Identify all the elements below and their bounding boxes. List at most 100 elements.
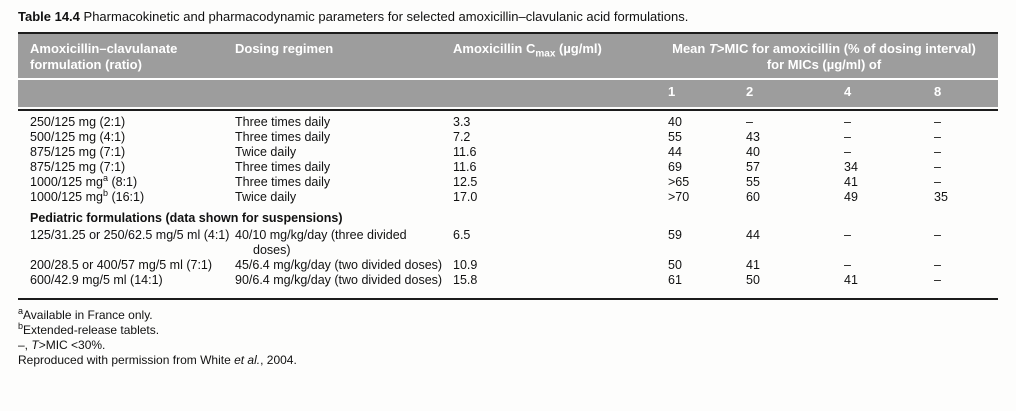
cell-mic8: – [934, 145, 941, 159]
cell-cmax: 6.5 [453, 228, 471, 242]
cell-formulation: 600/42.9 mg/5 ml (14:1) [30, 273, 163, 287]
cell-mic1: 50 [668, 258, 682, 272]
cell-mic2: 41 [746, 258, 760, 272]
cell-formulation: 1000/125 mgb (16:1) [30, 187, 145, 204]
column-header-tmic-group: Mean T>MIC for amoxicillin (% of dosing … [650, 34, 998, 78]
cell-mic1: 59 [668, 228, 682, 242]
cell-mic1: 69 [668, 160, 682, 174]
cmax-label-pre: Amoxicillin C [453, 41, 536, 56]
cell-mic2: 60 [746, 190, 760, 204]
table-row: 600/42.9 mg/5 ml (14:1) 90/6.4 mg/kg/day… [18, 273, 998, 288]
cell-dosing: 90/6.4 mg/kg/day (two divided doses) [235, 273, 443, 287]
cell-mic8: – [934, 175, 941, 189]
footnote-source: Reproduced with permission from White et… [18, 353, 297, 367]
cell-mic1: >70 [668, 190, 690, 204]
cell-mic2: 57 [746, 160, 760, 174]
cell-mic1: 40 [668, 115, 682, 129]
cell-formulation: 200/28.5 or 400/57 mg/5 ml (7:1) [30, 258, 213, 272]
empty-header-cell [18, 80, 235, 107]
cell-mic8: – [934, 228, 941, 242]
cell-dosing: 40/10 mg/kg/day (three divided doses) [235, 228, 407, 257]
cell-mic1: >65 [668, 175, 690, 189]
cell-dosing: Three times daily [235, 175, 331, 189]
cell-mic2: 44 [746, 228, 760, 242]
tmic-italic-T: T [708, 41, 717, 56]
cmax-label-post: (µg/ml) [555, 41, 602, 56]
table-row: 1000/125 mga (8:1) Three times daily 12.… [18, 172, 998, 190]
cell-formulation: 1000/125 mga (8:1) [30, 172, 138, 189]
mic-subcolumn-header-4: 4 [844, 84, 852, 99]
table-row: 500/125 mg (4:1) Three times daily 7.2 5… [18, 130, 998, 145]
cell-cmax: 11.6 [453, 145, 477, 159]
mic-subcolumn-header-2: 2 [746, 84, 754, 99]
cell-dosing: Twice daily [235, 190, 297, 204]
cell-mic2: – [746, 115, 753, 129]
cell-dosing: 45/6.4 mg/kg/day (two divided doses) [235, 258, 443, 272]
table-number: Table 14.4 [18, 9, 80, 24]
table-bottom-rule [18, 298, 998, 300]
cell-dosing: Twice daily [235, 145, 297, 159]
table-row: 250/125 mg (2:1) Three times daily 3.3 4… [18, 115, 998, 130]
table-body: 250/125 mg (2:1) Three times daily 3.3 4… [18, 111, 998, 293]
cell-mic8: – [934, 115, 941, 129]
header-separator-line [18, 78, 998, 80]
table-header-main-row: Amoxicillin–clavulanate formulation (rat… [18, 34, 998, 78]
cell-mic8: – [934, 160, 941, 174]
cell-formulation: 125/31.25 or 250/62.5 mg/5 ml (4:1) [30, 228, 230, 242]
cell-mic1: 44 [668, 145, 682, 159]
cell-mic2: 55 [746, 175, 760, 189]
cell-formulation: 500/125 mg (4:1) [30, 130, 126, 144]
empty-header-cell [235, 80, 445, 107]
column-header-cmax: Amoxicillin Cmax (µg/ml) [445, 34, 650, 78]
cell-mic4: – [844, 130, 851, 144]
footnotes: aAvailable in France only. bExtended-rel… [18, 306, 998, 368]
footnote-dash-definition: –, T>MIC <30%. [18, 338, 106, 352]
cell-dosing: Three times daily [235, 115, 331, 129]
table-row: 1000/125 mgb (16:1) Twice daily 17.0 >70… [18, 187, 998, 205]
cell-cmax: 11.6 [453, 160, 477, 174]
table-caption-text: Pharmacokinetic and pharmacodynamic para… [83, 9, 689, 24]
cell-cmax: 17.0 [453, 190, 478, 204]
cell-mic4: 49 [844, 190, 858, 204]
cell-mic8: – [934, 273, 941, 287]
empty-header-cell [445, 80, 650, 107]
column-header-formulation: Amoxicillin–clavulanate formulation (rat… [30, 41, 178, 72]
cell-formulation: 250/125 mg (2:1) [30, 115, 126, 129]
cell-mic4: 41 [844, 273, 858, 287]
footnote-b: bExtended-release tablets. [18, 321, 160, 338]
cell-cmax: 10.9 [453, 258, 478, 272]
cell-mic4: – [844, 115, 851, 129]
section-header-pediatric: Pediatric formulations (data shown for s… [30, 211, 343, 225]
cell-cmax: 12.5 [453, 175, 478, 189]
cell-formulation: 875/125 mg (7:1) [30, 145, 126, 159]
table-row: 875/125 mg (7:1) Twice daily 11.6 44 40 … [18, 145, 998, 160]
cell-mic2: 43 [746, 130, 760, 144]
cell-mic8: 35 [934, 190, 948, 204]
tmic-label-pre: Mean [672, 41, 709, 56]
cell-cmax: 7.2 [453, 130, 471, 144]
cell-mic4: – [844, 228, 851, 242]
table-header-mic-row: 1 2 4 8 [18, 80, 998, 107]
mic-subcolumn-header-1: 1 [668, 84, 676, 99]
cell-dosing: Three times daily [235, 130, 331, 144]
table-caption: Table 14.4 Pharmacokinetic and pharmacod… [18, 8, 998, 25]
table-row: 875/125 mg (7:1) Three times daily 11.6 … [18, 160, 998, 175]
cmax-subscript: max [535, 48, 556, 60]
cell-mic2: 40 [746, 145, 760, 159]
table-row: 125/31.25 or 250/62.5 mg/5 ml (4:1) 40/1… [18, 228, 998, 258]
table-header: Amoxicillin–clavulanate formulation (rat… [18, 32, 998, 107]
column-header-dosing-regimen: Dosing regimen [235, 41, 334, 56]
mic-subcolumn-header-8: 8 [934, 84, 942, 99]
cell-cmax: 15.8 [453, 273, 478, 287]
cell-formulation: 875/125 mg (7:1) [30, 160, 126, 174]
header-bottom-rule [18, 109, 998, 111]
cell-mic8: – [934, 130, 941, 144]
table-row: 200/28.5 or 400/57 mg/5 ml (7:1) 45/6.4 … [18, 258, 998, 273]
cell-mic4: – [844, 258, 851, 272]
cell-mic4: – [844, 145, 851, 159]
cell-mic1: 61 [668, 273, 682, 287]
footnote-a: aAvailable in France only. [18, 306, 153, 323]
cell-mic4: 34 [844, 160, 858, 174]
cell-cmax: 3.3 [453, 115, 471, 129]
